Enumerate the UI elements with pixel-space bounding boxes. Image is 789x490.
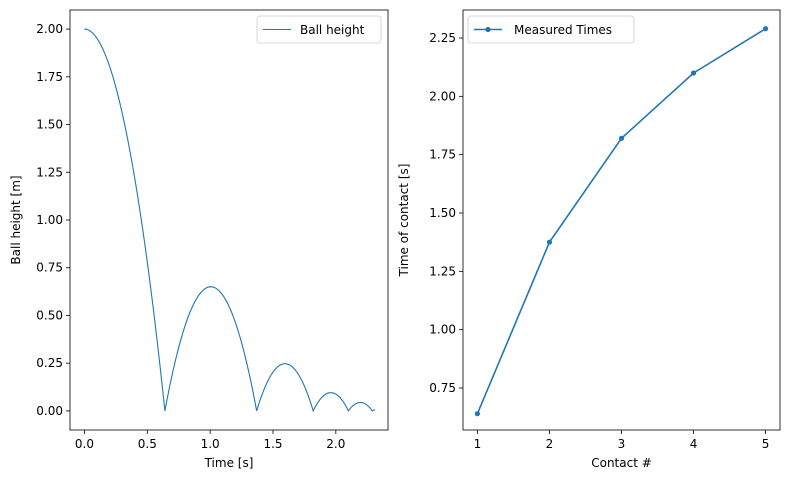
contact-times-x-tick-label: 5 [762, 437, 770, 451]
contact-times-y-tick-label: 2.00 [429, 89, 456, 103]
contact-times-y-tick-label: 1.50 [429, 206, 456, 220]
contact-times-legend: Measured Times [467, 15, 635, 44]
ball-height-y-tick-label: 0.50 [36, 308, 63, 322]
contact-times-plot-area [474, 26, 769, 417]
ball-height-y-tick-label: 1.75 [36, 70, 63, 84]
ball-height-y-tick-label: 0.00 [36, 404, 63, 418]
ball-height-x-tick-label: 0.0 [75, 437, 94, 451]
contact-times-x-tick-label: 4 [690, 437, 698, 451]
ball-height-y-tick-label: 2.00 [36, 22, 63, 36]
contact-times-y-tick-label: 0.75 [429, 381, 456, 395]
contact-times-legend-label: Measured Times [514, 23, 612, 37]
ball-height-x-axis-label: Time [s] [204, 456, 254, 470]
contact-times-legend-swatch-marker [485, 26, 491, 33]
contact-times-x-tick-label: 1 [474, 437, 482, 451]
contact-times-ticks: 1 2 3 4 5 0.75 1.00 1.25 1.50 1.75 2.00 2.25 [429, 31, 769, 451]
ball-height-ticks: 0.0 0.5 1.0 1.5 2.0 0.00 0.25 0.50 0.75 1.00 1.25 1… [36, 22, 345, 451]
ball-height-axes-frame [69, 9, 389, 431]
contact-times-chart: 1 2 3 4 5 0.75 1.00 1.25 1.50 1.75 2.00 2.25 Contac… [397, 9, 781, 470]
ball-height-x-tick-label: 1.0 [201, 437, 220, 451]
ball-height-legend-label: Ball height [300, 23, 365, 37]
ball-height-y-tick-label: 0.75 [36, 261, 63, 275]
contact-times-axes-frame [462, 9, 781, 431]
ball-height-x-tick-label: 2.0 [326, 437, 345, 451]
ball-height-x-tick-label: 0.5 [138, 437, 157, 451]
ball-height-y-tick-label: 1.00 [36, 213, 63, 227]
contact-times-x-tick-label: 2 [546, 437, 554, 451]
ball-height-x-tick-label: 1.5 [263, 437, 282, 451]
contact-times-y-axis-label: Time of contact [s] [397, 164, 411, 278]
ball-height-legend: Ball height [256, 15, 382, 44]
contact-times-x-axis-label: Contact # [591, 456, 652, 470]
measured-times-point [546, 239, 553, 245]
ball-height-y-tick-label: 0.25 [36, 356, 63, 370]
contact-times-y-tick-label: 1.25 [429, 264, 456, 278]
ball-height-y-tick-label: 1.25 [36, 165, 63, 179]
measured-times-points [474, 26, 769, 417]
contact-times-legend-box [467, 15, 635, 44]
contact-times-y-tick-label: 1.75 [429, 148, 456, 162]
ball-height-chart: 0.0 0.5 1.0 1.5 2.0 0.00 0.25 0.50 0.75 1.00 1.25 1… [9, 9, 389, 470]
ball-height-plot-area [84, 28, 375, 413]
contact-times-y-tick-label: 1.00 [429, 323, 456, 337]
ball-height-series-line [84, 28, 375, 413]
ball-height-y-tick-label: 1.50 [36, 118, 63, 132]
measured-times-point [618, 135, 625, 141]
ball-height-y-axis-label: Ball height [m] [9, 175, 23, 264]
measured-times-point [474, 411, 481, 417]
contact-times-y-tick-label: 2.25 [429, 31, 456, 45]
measured-times-point [690, 70, 697, 76]
contact-times-x-tick-label: 3 [618, 437, 626, 451]
ball-height-legend-box [256, 15, 382, 44]
measured-times-point [762, 26, 769, 32]
